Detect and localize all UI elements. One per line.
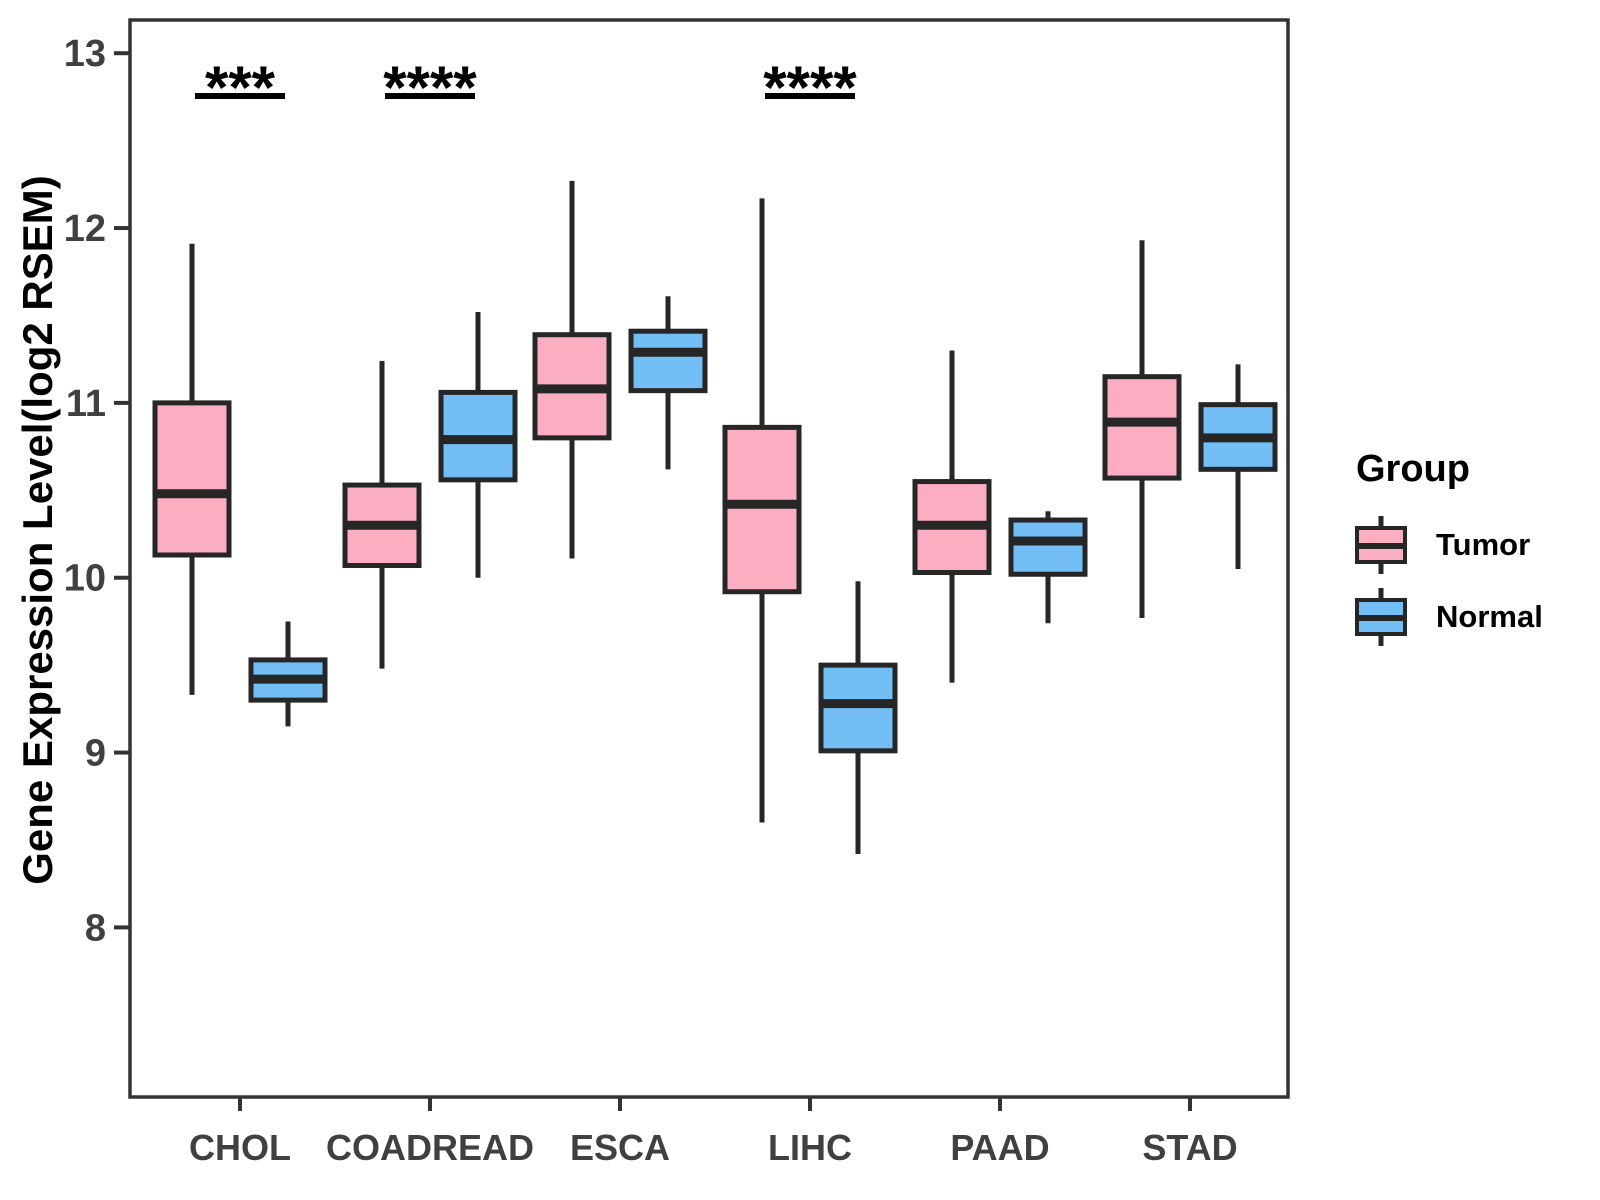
boxplot-tumor-chol [152,243,232,695]
boxplot-normal-chol [248,621,328,727]
y-tick-label: 13 [64,33,106,75]
x-axis-label-paad: PAAD [950,1127,1049,1168]
y-tick-label: 10 [64,558,106,600]
significance-bar-coadread [385,93,475,99]
significance-stars-lihc: **** [763,54,857,121]
normal-boxplot-glyph [1355,588,1407,646]
boxplot-tumor-lihc [722,198,802,823]
iqr-box [628,328,708,394]
legend: Group Tumor Normal [1352,448,1543,657]
y-tick-label: 11 [66,383,106,425]
y-tick-label: 9 [85,733,106,775]
significance-bar-lihc [765,93,855,99]
significance-stars-coadread: **** [383,54,477,121]
x-axis-label-coadread: COADREAD [326,1127,534,1168]
x-axis-label-stad: STAD [1142,1127,1237,1168]
tumor-boxplot-glyph [1355,516,1407,574]
iqr-box [1008,517,1088,577]
legend-label-normal: Normal [1436,599,1543,634]
x-axis-label-chol: CHOL [189,1127,291,1168]
legend-item-normal: Normal [1352,585,1543,649]
iqr-box [152,400,232,558]
boxplot-tumor-stad [1102,240,1182,618]
iqr-box [722,424,802,595]
boxplot-normal-lihc [818,581,898,854]
panel-border [128,18,1290,1099]
x-axis-label-lihc: LIHC [768,1127,852,1168]
legend-label-tumor: Tumor [1436,527,1531,562]
boxplot-normal-stad [1198,364,1278,569]
boxplot-normal-paad [1008,511,1088,624]
boxplot-normal-coadread [438,311,518,578]
boxplot-normal-esca [628,296,708,470]
boxplot-tumor-esca [532,180,612,559]
x-axis-label-esca: ESCA [570,1127,670,1168]
boxplot-tumor-paad [912,350,992,683]
legend-item-tumor: Tumor [1352,513,1543,577]
iqr-box [1102,374,1182,481]
boxplot-tumor-coadread [342,360,422,669]
significance-bar-chol [195,93,285,99]
y-tick-label: 12 [64,208,106,250]
legend-title: Group [1356,448,1470,490]
significance-stars-chol: *** [205,54,276,121]
y-tick-label: 8 [85,907,106,949]
